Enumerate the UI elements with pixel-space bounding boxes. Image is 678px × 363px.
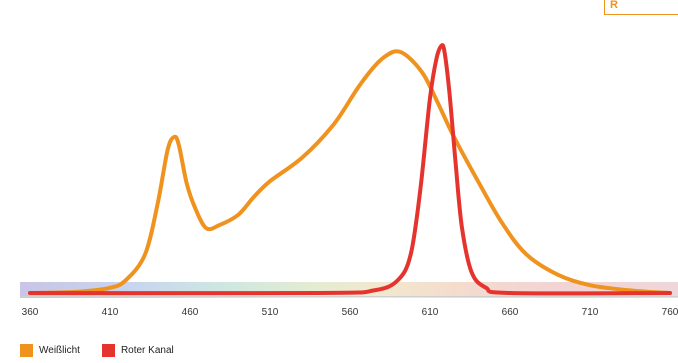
x-tick-label: 560 [342, 307, 359, 318]
x-tick-labels: 360 410 460 510 560 610 660 710 760 [22, 307, 678, 318]
x-tick-label: 360 [22, 307, 39, 318]
series-line-red-channel [28, 43, 672, 296]
x-tick-label: 460 [182, 307, 199, 318]
legend-label-red-channel: Roter Kanal [120, 345, 174, 356]
x-tick-label: 660 [502, 307, 519, 318]
legend-item-white-light: Weißlicht [20, 344, 80, 357]
legend-label-white-light: Weißlicht [39, 345, 80, 356]
series-layer [28, 43, 672, 296]
legend-item-red-channel: Roter Kanal [101, 344, 174, 357]
x-tick-label: 760 [662, 307, 678, 318]
x-tick-label: 710 [582, 307, 599, 318]
legend: Weißlicht Roter Kanal [20, 344, 174, 357]
corner-badge: R [604, 0, 678, 15]
x-tick-label: 410 [102, 307, 119, 318]
legend-swatch-white-light [20, 344, 33, 357]
x-tick-label: 510 [262, 307, 279, 318]
series-line-white-light [28, 49, 672, 295]
legend-swatch-red-channel [101, 344, 115, 357]
x-tick-label: 610 [422, 307, 439, 318]
